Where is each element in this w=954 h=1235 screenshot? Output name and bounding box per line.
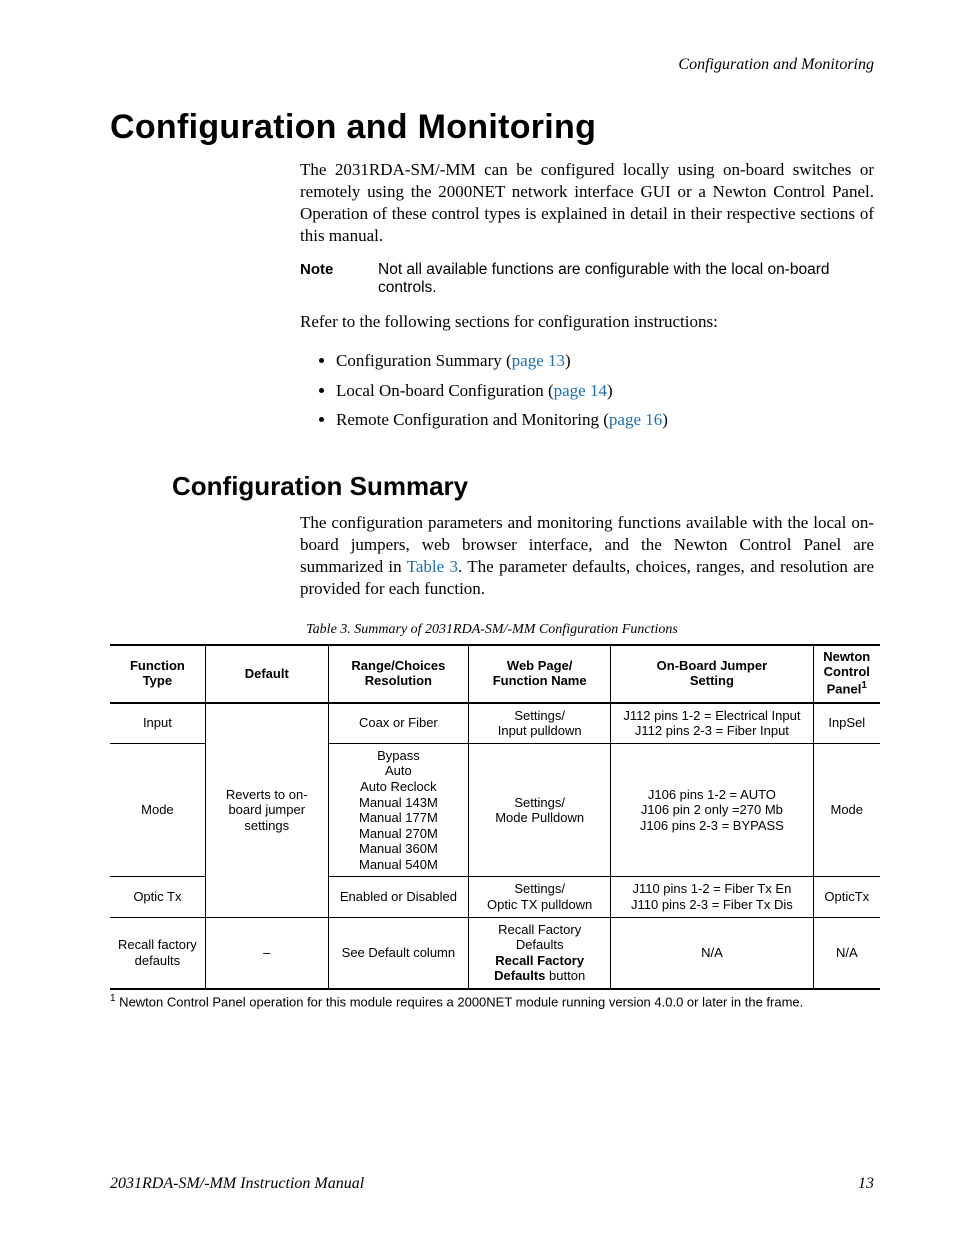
cell-ft: Mode bbox=[110, 743, 205, 877]
cell-web-suffix: button bbox=[545, 968, 585, 983]
cell-range: Enabled or Disabled bbox=[328, 877, 468, 917]
footnote-text: Newton Control Panel operation for this … bbox=[116, 994, 804, 1009]
th-jumper: On-Board JumperSetting bbox=[611, 645, 813, 702]
table-link[interactable]: Table 3 bbox=[407, 557, 458, 576]
bullet-text: Remote Configuration and Monitoring ( bbox=[336, 410, 609, 429]
bullet-list: Configuration Summary (page 13) Local On… bbox=[300, 347, 874, 433]
cell-default: – bbox=[205, 917, 328, 989]
table-row: Input Reverts to on-board jumper setting… bbox=[110, 703, 880, 744]
cell-jumper: J106 pins 1-2 = AUTOJ106 pin 2 only =270… bbox=[611, 743, 813, 877]
cell-web: Recall Factory Defaults Recall Factory D… bbox=[469, 917, 611, 989]
th-newton-sup: 1 bbox=[861, 680, 867, 691]
cell-jumper: N/A bbox=[611, 917, 813, 989]
cell-newton: InpSel bbox=[813, 703, 880, 744]
page-link[interactable]: page 13 bbox=[512, 351, 565, 370]
page-link[interactable]: page 14 bbox=[554, 381, 607, 400]
cell-ft: Input bbox=[110, 703, 205, 744]
bullet-suffix: ) bbox=[565, 351, 571, 370]
cell-newton: OpticTx bbox=[813, 877, 880, 917]
bullet-suffix: ) bbox=[662, 410, 668, 429]
summary-paragraph: The configuration parameters and monitor… bbox=[300, 512, 874, 600]
footer-left: 2031RDA-SM/-MM Instruction Manual bbox=[110, 1175, 364, 1193]
table-header-row: FunctionType Default Range/ChoicesResolu… bbox=[110, 645, 880, 702]
bullet-suffix: ) bbox=[607, 381, 613, 400]
cell-jumper: J110 pins 1-2 = Fiber Tx EnJ110 pins 2-3… bbox=[611, 877, 813, 917]
th-range: Range/ChoicesResolution bbox=[328, 645, 468, 702]
section-title: Configuration Summary bbox=[172, 471, 874, 502]
bullet-text: Configuration Summary ( bbox=[336, 351, 512, 370]
cell-range: See Default column bbox=[328, 917, 468, 989]
bullet-text: Local On-board Configuration ( bbox=[336, 381, 554, 400]
cell-ft: Recall factory defaults bbox=[110, 917, 205, 989]
cell-newton: Mode bbox=[813, 743, 880, 877]
running-header: Configuration and Monitoring bbox=[110, 56, 874, 74]
list-item: Configuration Summary (page 13) bbox=[336, 347, 874, 374]
table-row: Recall factory defaults – See Default co… bbox=[110, 917, 880, 989]
footer-right: 13 bbox=[858, 1175, 874, 1193]
th-function-type: FunctionType bbox=[110, 645, 205, 702]
cell-newton: N/A bbox=[813, 917, 880, 989]
th-default: Default bbox=[205, 645, 328, 702]
note-row: Note Not all available functions are con… bbox=[300, 261, 874, 297]
config-table: FunctionType Default Range/ChoicesResolu… bbox=[110, 644, 880, 990]
page-footer: 2031RDA-SM/-MM Instruction Manual 13 bbox=[110, 1175, 874, 1193]
page-link[interactable]: page 16 bbox=[609, 410, 662, 429]
cell-web: Settings/Input pulldown bbox=[469, 703, 611, 744]
note-text: Not all available functions are configur… bbox=[378, 261, 874, 297]
cell-web-line1: Recall Factory Defaults bbox=[498, 922, 581, 953]
intro-block: The 2031RDA-SM/-MM can be configured loc… bbox=[300, 159, 874, 433]
list-item: Local On-board Configuration (page 14) bbox=[336, 377, 874, 404]
th-web: Web Page/Function Name bbox=[469, 645, 611, 702]
cell-web: Settings/Mode Pulldown bbox=[469, 743, 611, 877]
cell-jumper: J112 pins 1-2 = Electrical InputJ112 pin… bbox=[611, 703, 813, 744]
page-title: Configuration and Monitoring bbox=[110, 108, 874, 147]
refer-paragraph: Refer to the following sections for conf… bbox=[300, 311, 874, 333]
cell-range: BypassAutoAuto ReclockManual 143MManual … bbox=[328, 743, 468, 877]
table-caption: Table 3. Summary of 2031RDA-SM/-MM Confi… bbox=[110, 622, 874, 638]
page: Configuration and Monitoring Configurati… bbox=[0, 0, 954, 1235]
intro-paragraph: The 2031RDA-SM/-MM can be configured loc… bbox=[300, 159, 874, 247]
th-newton: NewtonControlPanel1 bbox=[813, 645, 880, 702]
note-label: Note bbox=[300, 261, 378, 278]
list-item: Remote Configuration and Monitoring (pag… bbox=[336, 406, 874, 433]
table-footnote: 1 Newton Control Panel operation for thi… bbox=[110, 993, 880, 1009]
cell-web: Settings/Optic TX pulldown bbox=[469, 877, 611, 917]
cell-ft: Optic Tx bbox=[110, 877, 205, 917]
cell-range: Coax or Fiber bbox=[328, 703, 468, 744]
summary-block: The configuration parameters and monitor… bbox=[300, 512, 874, 600]
cell-default-span: Reverts to on-board jumper settings bbox=[205, 703, 328, 918]
